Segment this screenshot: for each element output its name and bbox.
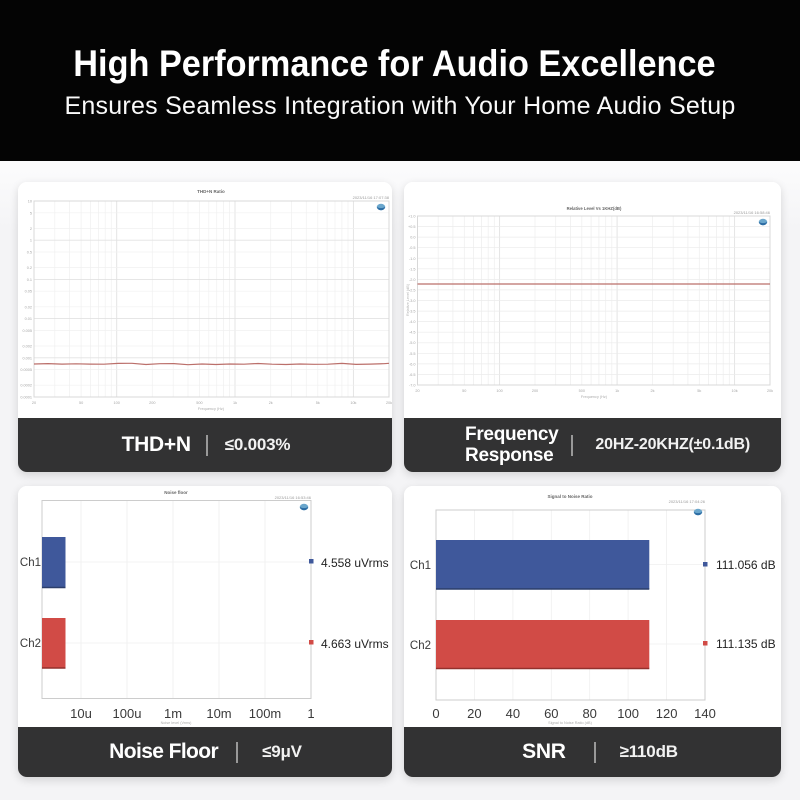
svg-text:111.135 dB: 111.135 dB	[716, 637, 776, 651]
svg-text:20k: 20k	[386, 401, 392, 405]
svg-text:2023/11/16 16:53:46: 2023/11/16 16:53:46	[275, 495, 312, 500]
svg-text:1: 1	[307, 706, 314, 721]
svg-text:0.01: 0.01	[25, 317, 32, 321]
svg-text:500: 500	[579, 389, 585, 393]
svg-text:+0.5: +0.5	[408, 225, 416, 229]
svg-text:2023/11/16 16:58:46: 2023/11/16 16:58:46	[734, 210, 771, 215]
svg-text:Noise level (Vrms): Noise level (Vrms)	[161, 721, 193, 725]
svg-text:5k: 5k	[316, 401, 320, 405]
svg-text:Relative Level Vs 1KHZ(dB): Relative Level Vs 1KHZ(dB)	[567, 206, 622, 211]
svg-text:Ch1: Ch1	[20, 557, 41, 569]
svg-text:0.002: 0.002	[22, 345, 32, 349]
svg-text:-1.5: -1.5	[409, 267, 416, 271]
svg-text:100m: 100m	[249, 706, 282, 721]
svg-text:+1.0: +1.0	[408, 215, 416, 219]
svg-text:120: 120	[656, 706, 678, 721]
svg-text:0.02: 0.02	[25, 305, 32, 309]
svg-text:Noise floor: Noise floor	[164, 490, 188, 495]
svg-text:-5.0: -5.0	[409, 341, 416, 345]
svg-text:-2.0: -2.0	[409, 278, 416, 282]
svg-text:0.0005: 0.0005	[20, 368, 32, 372]
svg-text:20: 20	[467, 706, 481, 721]
svg-text:Frequency (Hz): Frequency (Hz)	[581, 395, 608, 399]
svg-text:-6.5: -6.5	[409, 373, 416, 377]
svg-text:-3.5: -3.5	[409, 310, 416, 314]
svg-text:-2.5: -2.5	[409, 288, 416, 292]
svg-text:60: 60	[544, 706, 558, 721]
svg-text:2023/11/16 17:04:26: 2023/11/16 17:04:26	[669, 499, 706, 504]
svg-text:Ch2: Ch2	[20, 638, 41, 650]
svg-text:-1.0: -1.0	[409, 257, 416, 261]
svg-text:Signal to Noise Ratio: Signal to Noise Ratio	[547, 494, 592, 499]
svg-text:4.558 uVrms: 4.558 uVrms	[321, 556, 389, 570]
svg-text:10: 10	[28, 200, 32, 204]
svg-text:10k: 10k	[350, 401, 356, 405]
svg-text:140: 140	[694, 706, 716, 721]
svg-text:50: 50	[462, 389, 466, 393]
svg-text:500: 500	[196, 401, 202, 405]
svg-text:100: 100	[617, 706, 639, 721]
svg-text:-7.0: -7.0	[409, 384, 416, 388]
svg-text:2023/11/16 17:07:38: 2023/11/16 17:07:38	[353, 195, 390, 200]
svg-text:1k: 1k	[615, 389, 619, 393]
svg-text:2: 2	[30, 227, 32, 231]
svg-text:111.056 dB: 111.056 dB	[716, 558, 776, 572]
svg-text:Relative Level (dB): Relative Level (dB)	[406, 283, 410, 316]
svg-text:Ch1: Ch1	[410, 560, 431, 572]
svg-text:1k: 1k	[233, 401, 237, 405]
svg-text:Signal to Noise Ratio (dB): Signal to Noise Ratio (dB)	[548, 721, 592, 725]
svg-text:5k: 5k	[697, 389, 701, 393]
svg-text:0.0002: 0.0002	[20, 384, 32, 388]
svg-text:0.5: 0.5	[27, 251, 32, 255]
svg-text:0.001: 0.001	[22, 356, 32, 360]
svg-text:-6.0: -6.0	[409, 362, 416, 366]
svg-text:0.0001: 0.0001	[20, 396, 32, 400]
svg-text:20k: 20k	[767, 389, 773, 393]
svg-text:1m: 1m	[164, 706, 182, 721]
svg-text:THD+N Ratio: THD+N Ratio	[197, 189, 225, 194]
svg-text:-0.5: -0.5	[409, 246, 416, 250]
svg-text:10m: 10m	[206, 706, 231, 721]
svg-text:20: 20	[32, 401, 36, 405]
svg-text:2k: 2k	[269, 401, 273, 405]
svg-text:-3.0: -3.0	[409, 299, 416, 303]
svg-text:Frequency (Hz): Frequency (Hz)	[198, 407, 225, 411]
svg-text:20: 20	[415, 389, 419, 393]
svg-text:4.663 uVrms: 4.663 uVrms	[321, 637, 389, 651]
svg-text:0.2: 0.2	[27, 266, 32, 270]
svg-text:1: 1	[30, 239, 32, 243]
svg-text:0.1: 0.1	[27, 278, 32, 282]
svg-text:0: 0	[432, 706, 439, 721]
svg-text:200: 200	[149, 401, 155, 405]
svg-text:2k: 2k	[650, 389, 654, 393]
svg-text:100: 100	[496, 389, 502, 393]
svg-text:-4.0: -4.0	[409, 320, 416, 324]
svg-text:80: 80	[582, 706, 596, 721]
svg-text:10k: 10k	[732, 389, 738, 393]
svg-text:-5.5: -5.5	[409, 352, 416, 356]
svg-text:50: 50	[79, 401, 83, 405]
svg-text:100u: 100u	[113, 706, 142, 721]
svg-text:5: 5	[30, 211, 32, 215]
svg-text:200: 200	[532, 389, 538, 393]
svg-text:40: 40	[506, 706, 520, 721]
svg-text:0.0: 0.0	[410, 236, 415, 240]
svg-text:-4.5: -4.5	[409, 331, 416, 335]
svg-text:Ch2: Ch2	[410, 640, 431, 652]
svg-text:10u: 10u	[70, 706, 92, 721]
svg-text:0.05: 0.05	[25, 290, 32, 294]
svg-text:100: 100	[114, 401, 120, 405]
svg-text:0.005: 0.005	[22, 329, 32, 333]
